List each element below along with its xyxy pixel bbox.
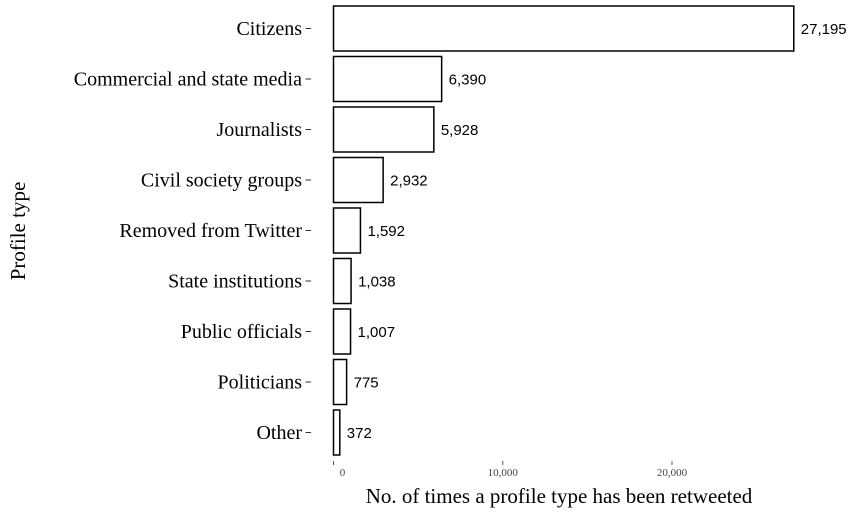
- value-label-politicians: 775: [354, 375, 379, 392]
- category-label-journalists: Journalists: [216, 119, 302, 141]
- x-tick-label-2: 20,000: [657, 467, 688, 479]
- category-label-politicians: Politicians: [218, 372, 303, 394]
- value-label-public-officials: 1,007: [358, 324, 396, 341]
- bar-journalists: [332, 106, 435, 153]
- value-label-removed-from-twitter: 1,592: [367, 223, 405, 240]
- category-label-citizens: Citizens: [236, 18, 302, 40]
- value-label-civil-society-groups: 2,932: [390, 173, 428, 190]
- category-label-state-institutions: State institutions: [168, 271, 302, 293]
- bar-removed-from-twitter: [332, 207, 362, 254]
- x-tick-label-0: 0: [340, 467, 346, 479]
- bar-commercial-and-state-media: [332, 55, 443, 103]
- category-label-other: Other: [256, 422, 302, 444]
- bar-state-institutions: [332, 257, 352, 305]
- value-label-other: 372: [347, 425, 372, 442]
- x-tick-label-1: 10,000: [488, 467, 519, 479]
- bar-politicians: [332, 358, 348, 406]
- value-labels-group: 27,195 6,390 5,928 2,932 1,592 1,038 1,007 775 3…: [347, 21, 847, 442]
- bar-civil-society-groups: [332, 156, 384, 204]
- x-axis-title: No. of times a profile type has been ret…: [366, 484, 753, 508]
- value-label-citizens: 27,195: [801, 21, 847, 38]
- category-label-public-officials: Public officials: [181, 321, 302, 343]
- category-ticks-group: [305, 28, 311, 433]
- x-axis-ticks-group: 0 10,000 20,000: [333, 461, 688, 479]
- y-axis-title: Profile type: [6, 182, 30, 281]
- category-label-removed-from-twitter: Removed from Twitter: [119, 220, 302, 242]
- bar-other: [332, 409, 341, 456]
- bars-group: [332, 5, 795, 456]
- bar-citizens: [332, 5, 795, 52]
- category-labels-group: Citizens Commercial and state media Journa…: [74, 18, 303, 444]
- category-label-civil-society-groups: Civil society groups: [141, 170, 302, 192]
- bar-public-officials: [332, 308, 352, 355]
- value-label-commercial-and-state-media: 6,390: [449, 72, 487, 89]
- category-label-commercial-and-state-media: Commercial and state media: [74, 69, 302, 91]
- value-label-journalists: 5,928: [441, 122, 479, 139]
- value-label-state-institutions: 1,038: [358, 274, 396, 291]
